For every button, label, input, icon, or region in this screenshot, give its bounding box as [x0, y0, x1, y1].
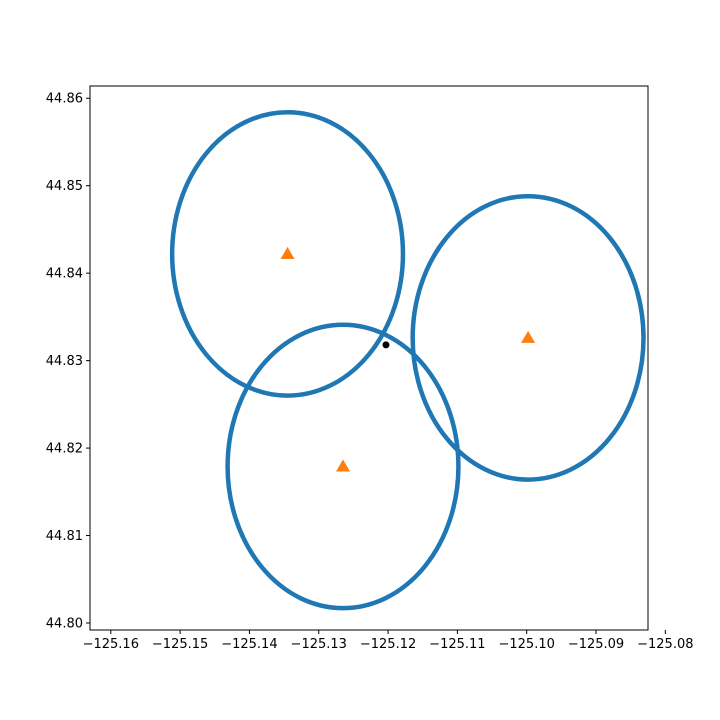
- y-tick-label: 44.86: [46, 92, 83, 107]
- x-tick-label: −125.15: [152, 637, 208, 652]
- station-markers: [280, 246, 536, 472]
- y-tick-label: 44.82: [46, 442, 83, 457]
- estimate-marker: [382, 341, 390, 349]
- range-circle-2: [410, 193, 646, 482]
- station-marker-3: [336, 459, 351, 472]
- station-marker-2: [521, 330, 536, 343]
- x-tick-label: −125.08: [637, 637, 693, 652]
- y-tick-label: 44.80: [46, 617, 83, 632]
- y-tick-label: 44.85: [46, 179, 83, 194]
- y-tick-label: 44.83: [46, 354, 83, 369]
- plot-frame: [89, 85, 649, 631]
- x-tick-label: −125.09: [568, 637, 624, 652]
- x-tick-label: −125.13: [291, 637, 347, 652]
- x-axis: −125.16 −125.15 −125.14 −125.13 −125.12 −125.…: [83, 630, 694, 652]
- range-circles: [169, 109, 646, 611]
- y-tick-label: 44.84: [46, 267, 83, 282]
- x-tick-label: −125.10: [499, 637, 555, 652]
- x-tick-label: −125.12: [360, 637, 416, 652]
- x-tick-label: −125.11: [429, 637, 485, 652]
- x-tick-label: −125.14: [221, 637, 277, 652]
- range-circle-1: [169, 109, 406, 398]
- estimate-point: [382, 341, 390, 349]
- range-circle-3: [225, 322, 461, 611]
- y-axis: 44.80 44.81 44.82 44.83 44.84 44.85 44.86: [46, 92, 90, 632]
- y-tick-label: 44.81: [46, 529, 83, 544]
- station-marker-1: [280, 246, 295, 259]
- x-tick-label: −125.16: [83, 637, 139, 652]
